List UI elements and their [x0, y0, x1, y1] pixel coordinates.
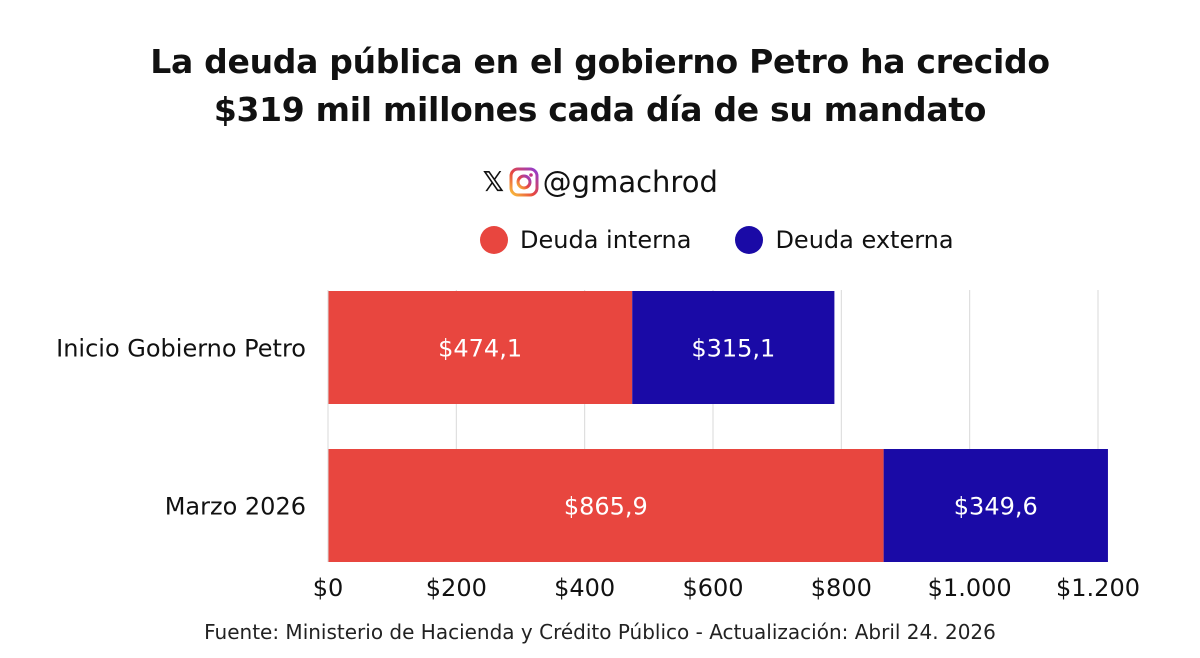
bar-marzo-2026-deuda-externa — [883, 449, 1108, 562]
category-label-marzo-2026: Marzo 2026 — [165, 493, 306, 521]
social-handle: @gmachrod — [542, 165, 718, 199]
chart-title: La deuda pública en el gobierno Petro ha… — [0, 38, 1200, 134]
chart-title-line-1: La deuda pública en el gobierno Petro ha… — [150, 42, 1050, 81]
source-note: Fuente: Ministerio de Hacienda y Crédito… — [204, 620, 996, 644]
legend-swatch-deuda-interna — [480, 226, 508, 254]
bar-marzo-2026-deuda-interna — [328, 449, 884, 562]
bar-inicio-gobierno-petro-deuda-interna — [328, 291, 633, 404]
x-tick-label-200: $200 — [426, 574, 487, 602]
x-tick-label-0: $0 — [313, 574, 344, 602]
stacked-bar-chart: $474,1 $315,1 Inicio Gobierno Petro $865,9 $… — [56, 290, 1140, 602]
x-tick-label-400: $400 — [554, 574, 615, 602]
instagram-icon — [509, 167, 539, 197]
data-label-marzo-2026-deuda-interna: $865,9 — [564, 493, 648, 521]
x-tick-label-600: $600 — [682, 574, 743, 602]
x-logo-icon: 𝕏 — [482, 165, 505, 198]
data-label-inicio-gobierno-petro-deuda-externa: $315,1 — [691, 335, 775, 363]
chart-legend: Deuda interna Deuda externa — [480, 226, 998, 254]
x-tick-label-1000: $1.000 — [928, 574, 1012, 602]
category-label-inicio-gobierno-petro: Inicio Gobierno Petro — [56, 335, 306, 363]
legend-item-deuda-externa: Deuda externa — [735, 226, 954, 254]
legend-label-deuda-interna: Deuda interna — [520, 226, 692, 254]
data-label-marzo-2026-deuda-externa: $349,6 — [954, 493, 1038, 521]
legend-item-deuda-interna: Deuda interna — [480, 226, 691, 254]
x-tick-label-1200: $1.200 — [1056, 574, 1140, 602]
bar-inicio-gobierno-petro-deuda-externa — [632, 291, 835, 404]
legend-label-deuda-externa: Deuda externa — [775, 226, 954, 254]
social-handle-row: 𝕏 @gmachrod — [0, 162, 1200, 202]
legend-swatch-deuda-externa — [735, 226, 764, 254]
chart-title-line-2: $319 mil millones cada día de su mandato — [213, 90, 987, 129]
x-tick-label-800: $800 — [811, 574, 872, 602]
data-label-inicio-gobierno-petro-deuda-interna: $474,1 — [438, 335, 522, 363]
